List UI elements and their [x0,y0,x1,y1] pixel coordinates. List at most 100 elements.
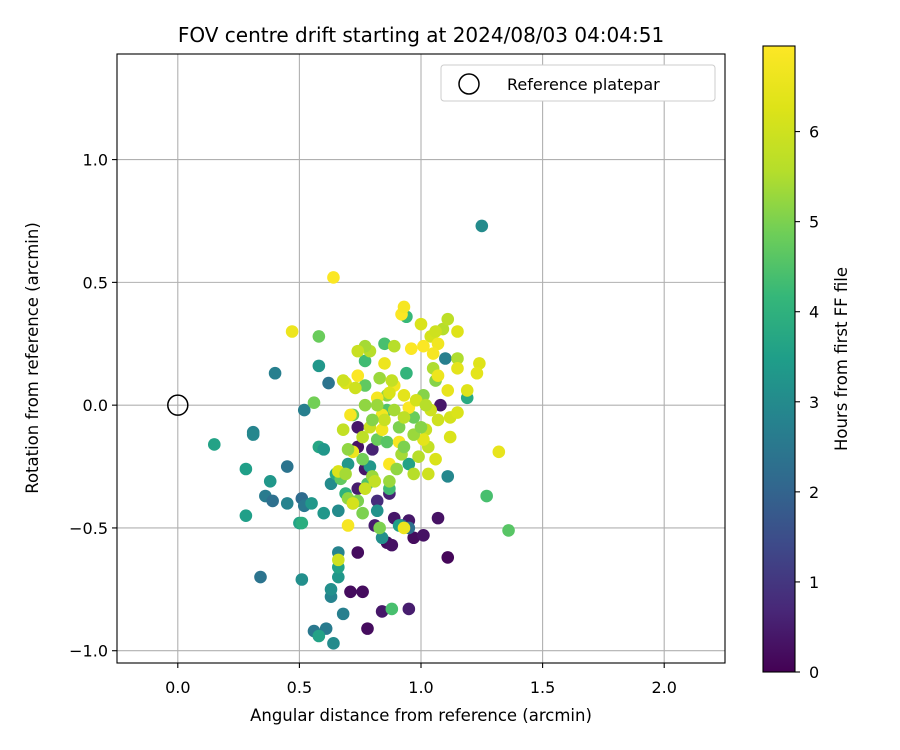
data-point [312,330,326,343]
data-point [385,538,399,552]
data-point [390,462,403,476]
x-axis-label: Angular distance from reference (arcmin) [250,706,592,725]
data-point [392,420,406,434]
data-point [383,386,396,400]
y-tick-label: −1.0 [69,642,108,661]
data-point [339,467,352,481]
colorbar-tick-label: 5 [809,213,819,232]
data-point [441,384,455,397]
data-point [460,384,474,397]
legend-reference-marker [458,73,480,95]
data-point [263,474,277,488]
data-point [385,374,399,387]
data-point [349,381,362,395]
data-point [441,551,455,564]
data-point [375,605,389,618]
data-point [378,413,391,427]
data-point [307,396,321,410]
data-point [378,357,391,370]
data-point [397,411,411,424]
data-point [254,570,267,584]
data-point [397,440,411,454]
data-point [378,337,391,351]
data-point [480,489,493,503]
data-point [356,430,369,444]
data-point [375,423,389,437]
data-point [358,398,372,412]
data-point [336,607,350,621]
data-point [431,337,445,351]
data-point [397,389,411,402]
data-point [268,366,282,380]
data-point [285,325,299,338]
x-tick-label: 2.0 [651,678,676,697]
x-tick-label: 1.5 [530,678,555,697]
data-point [402,457,416,471]
data-point [409,393,423,407]
data-point [341,457,355,471]
data-point [356,585,369,599]
data-point [246,428,260,441]
data-point [470,366,484,380]
y-tick-label: 0.0 [83,396,108,415]
data-point [358,482,372,495]
data-point [407,411,421,424]
data-point [417,529,430,542]
data-point [370,494,384,508]
data-point [366,443,379,456]
data-point [327,637,340,650]
data-point [380,435,394,449]
data-point [402,602,416,616]
data-point [295,516,309,530]
legend: Reference platepar [440,64,716,102]
data-point [317,506,331,520]
data-point [332,553,345,567]
data-point [421,467,435,481]
colorbar-tick-label: 3 [809,393,819,412]
data-point [407,467,421,481]
data-point [404,342,418,355]
x-tick-label: 1.0 [408,678,433,697]
reference-platepar-marker [167,394,189,416]
data-point [336,374,350,387]
data-point [327,271,340,284]
data-point [332,570,345,584]
legend-label: Reference platepar [507,75,660,94]
data-point [473,357,486,370]
data-point [266,494,279,508]
data-point [431,511,445,525]
y-tick-label: 0.5 [83,273,108,292]
data-point [351,546,365,559]
data-point [361,622,374,635]
data-point [397,521,411,535]
x-tick-label: 0.0 [165,678,190,697]
data-point [407,531,421,545]
data-point [358,354,372,368]
y-tick-label: −0.5 [69,519,108,538]
colorbar-tick-label: 6 [809,123,819,142]
colorbar-gradient [762,45,796,673]
data-point [387,339,401,353]
legend-box [440,64,716,102]
data-point [312,359,326,373]
data-point [366,413,379,427]
data-point [502,524,515,537]
data-point [417,433,430,446]
data-point [368,474,382,488]
data-point [336,423,350,437]
colorbar-ticks: 0 1 2 3 4 5 6 [795,123,819,682]
data-point [207,438,221,451]
data-point [373,371,386,385]
data-point [280,460,294,473]
data-point [451,406,464,419]
data-point [414,420,428,434]
data-point [429,325,442,338]
data-point [434,398,447,412]
colorbar-tick-label: 0 [809,663,819,682]
data-point [370,504,384,518]
data-point [385,602,399,616]
data-point [344,585,357,599]
data-point [439,352,452,365]
data-point [417,339,430,353]
